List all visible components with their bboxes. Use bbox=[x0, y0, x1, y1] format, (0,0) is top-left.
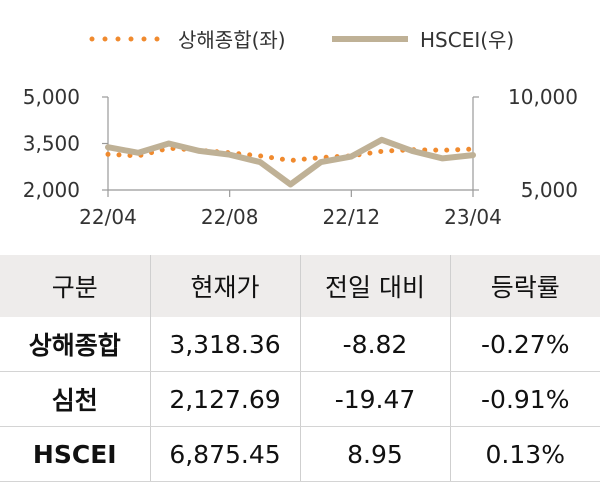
row-price: 3,318.36 bbox=[150, 317, 300, 372]
right-tick-label: 5,000 bbox=[521, 178, 578, 202]
x-tick-label: 22/04 bbox=[79, 205, 137, 229]
header-price: 현재가 bbox=[150, 255, 300, 317]
legend-label-hscei: HSCEI(우) bbox=[420, 24, 514, 53]
row-change: -8.82 bbox=[300, 317, 450, 372]
row-rate: -0.91% bbox=[450, 372, 600, 427]
row-price: 2,127.69 bbox=[150, 372, 300, 427]
legend-swatch-dotted bbox=[88, 33, 168, 45]
header-change: 전일 대비 bbox=[300, 255, 450, 317]
row-name: HSCEI bbox=[0, 427, 150, 482]
series-line-hscei bbox=[108, 140, 473, 185]
table-row: HSCEI 6,875.45 8.95 0.13% bbox=[0, 427, 600, 482]
legend-item-hscei: HSCEI(우) bbox=[330, 24, 514, 53]
header-rate: 등락률 bbox=[450, 255, 600, 317]
row-rate: 0.13% bbox=[450, 427, 600, 482]
left-tick-label: 2,000 bbox=[23, 178, 80, 202]
legend-label-shanghai: 상해종합(좌) bbox=[178, 24, 286, 53]
left-tick-label: 3,500 bbox=[23, 132, 80, 156]
x-tick-label: 22/12 bbox=[323, 205, 381, 229]
table-header-row: 구분 현재가 전일 대비 등락률 bbox=[0, 255, 600, 317]
row-name: 상해종합 bbox=[0, 317, 150, 372]
left-tick-label: 5,000 bbox=[23, 85, 80, 109]
x-tick-label: 22/08 bbox=[201, 205, 259, 229]
table-row: 심천 2,127.69 -19.47 -0.91% bbox=[0, 372, 600, 427]
chart-legend: 상해종합(좌) HSCEI(우) bbox=[0, 0, 600, 70]
line-chart: 5,000 3,500 2,000 10,000 5,000 22/04 22/08 22/1… bbox=[0, 70, 600, 250]
row-name: 심천 bbox=[0, 372, 150, 427]
x-tick-label: 23/04 bbox=[444, 205, 502, 229]
row-rate: -0.27% bbox=[450, 317, 600, 372]
row-change: 8.95 bbox=[300, 427, 450, 482]
legend-item-shanghai: 상해종합(좌) bbox=[88, 24, 286, 53]
index-table: 구분 현재가 전일 대비 등락률 상해종합 3,318.36 -8.82 -0.… bbox=[0, 255, 600, 482]
header-category: 구분 bbox=[0, 255, 150, 317]
row-change: -19.47 bbox=[300, 372, 450, 427]
right-tick-label: 10,000 bbox=[508, 85, 578, 109]
table-row: 상해종합 3,318.36 -8.82 -0.27% bbox=[0, 317, 600, 372]
legend-swatch-solid bbox=[330, 33, 410, 45]
row-price: 6,875.45 bbox=[150, 427, 300, 482]
